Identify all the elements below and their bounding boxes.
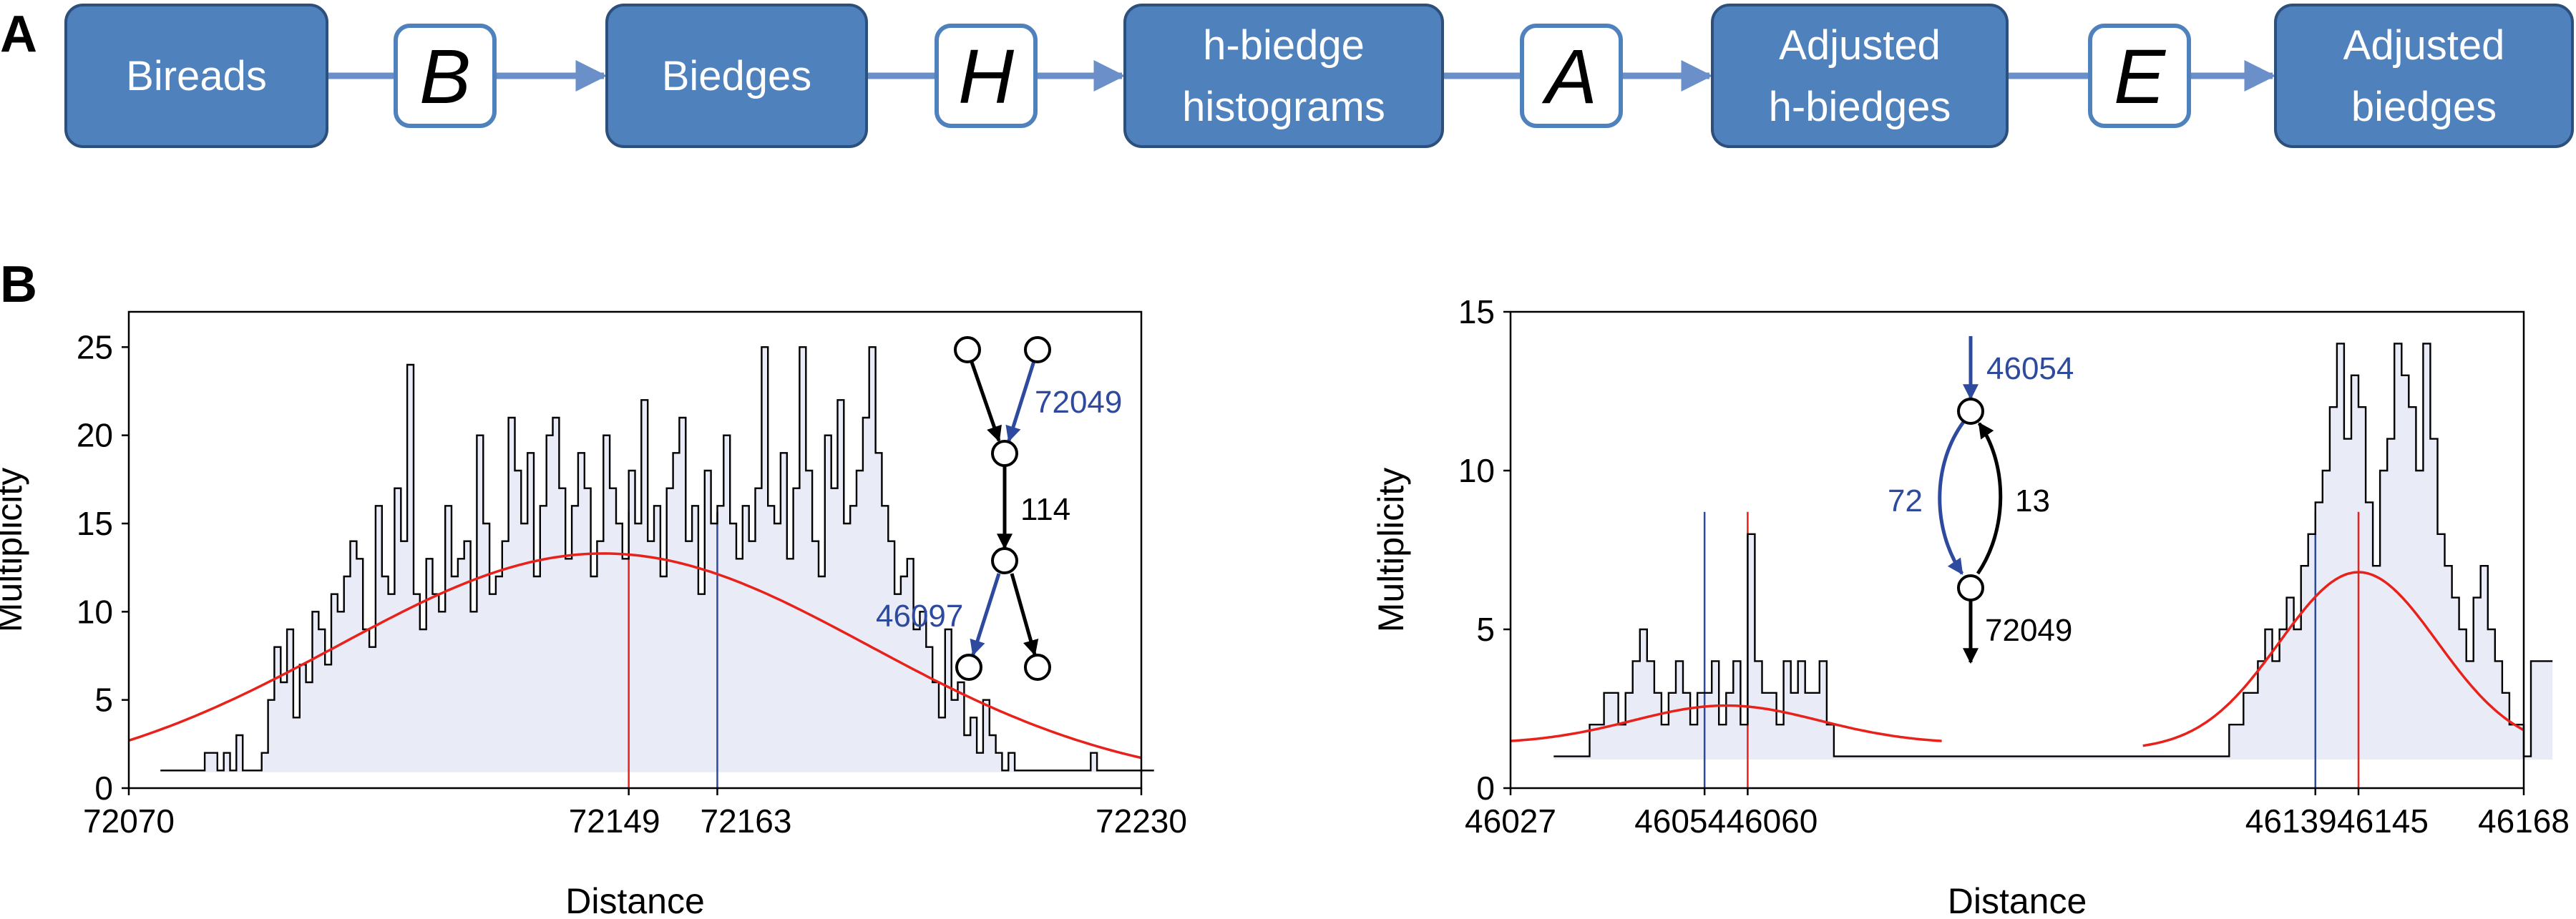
inset-node [1024, 654, 1051, 681]
inset-label-blue-left: 72 [1888, 483, 1923, 519]
inset-node [1957, 398, 1984, 425]
inset-label-right: 13 [2015, 483, 2050, 519]
pipeline-operator-label: A [1541, 33, 1597, 119]
x-tick-label: 46027 [1465, 802, 1556, 840]
x-tick-label: 72149 [569, 802, 660, 840]
histogram-bars [160, 346, 1154, 772]
y-tick-label: 15 [77, 505, 113, 542]
y-tick-label: 0 [1476, 770, 1495, 807]
inset-graph-right: 46054 72 13 72049 [1888, 336, 2074, 664]
inset-label-blue-top: 46054 [1986, 351, 2074, 386]
panel-label-a: A [0, 6, 37, 63]
y-tick-label: 25 [77, 328, 113, 365]
inset-edge-blue-top [1005, 349, 1040, 443]
inset-edge-blue-bottom [970, 573, 1001, 657]
x-tick-label: 46060 [1726, 802, 1818, 840]
inset-edge-black-arc [1976, 422, 2003, 575]
inset-graph-left: 72049 114 46097 [876, 336, 1122, 681]
inset-node [955, 654, 982, 681]
y-tick-label: 5 [94, 682, 113, 719]
pipeline-operator-box [2088, 24, 2191, 128]
pipeline-node-box [1711, 4, 2009, 148]
plot-frame [1509, 310, 2525, 790]
pipeline-node-label: h-biedge histograms [1182, 22, 1385, 130]
pipeline-operator-box [1520, 24, 1623, 128]
inset-label-blue-bottom: 46097 [876, 599, 963, 634]
pipeline-operator-label: H [958, 33, 1015, 119]
inset-node [991, 547, 1018, 574]
fit-curve [1510, 704, 1942, 742]
y-tick-label: 15 [1458, 293, 1495, 330]
y-tick-label: 5 [1476, 611, 1495, 648]
pipeline-operator-label: E [2114, 33, 2167, 119]
panel-label-b: B [0, 256, 37, 313]
x-axis-label: Distance [565, 881, 705, 919]
pipeline-node-label: Biedges [662, 53, 812, 99]
x-tick-label: 72163 [701, 802, 792, 840]
pipeline-node-box [605, 4, 868, 148]
inset-edge-black-top [965, 349, 1002, 443]
pipeline-node-box [64, 4, 328, 148]
inset-node [991, 440, 1018, 467]
pipeline-node-label: Adjusted h-biedges [1769, 22, 1951, 130]
fit-curve [2142, 571, 2524, 747]
inset-label-middle: 114 [1020, 492, 1070, 527]
inset-node [1024, 336, 1051, 363]
inset-label-blue-top: 72049 [1035, 385, 1122, 420]
y-tick-label: 10 [1458, 452, 1495, 489]
histogram-left: 0 5 10 15 20 25 72070 72149 72163 72230 Distance Mu… [0, 310, 1187, 919]
pipeline-node-box [2274, 4, 2574, 148]
histogram-fill [1553, 343, 2553, 760]
pipeline-node-label: Adjusted biedges [2343, 22, 2505, 130]
fit-curve [128, 552, 1142, 760]
plot-frame [127, 310, 1143, 790]
y-axis-label: Multiplicity [1371, 468, 1411, 633]
x-tick-label: 46168 [2478, 802, 2570, 840]
x-tick-label: 72070 [83, 802, 175, 840]
inset-node [954, 336, 981, 363]
y-tick-label: 10 [77, 593, 113, 630]
inset-label-bottom: 72049 [1985, 613, 2072, 648]
pipeline-operator-box [394, 24, 497, 128]
x-tick-label: 46054 [1634, 802, 1726, 840]
pipeline-operator-label: B [419, 33, 471, 119]
inset-edge-black-bottom [1010, 573, 1039, 657]
pipeline-operator-box [935, 24, 1038, 128]
pipeline-diagram: Bireads Biedges h-biedge histograms Adjusted… [64, 4, 2574, 148]
y-axis-label: Multiplicity [0, 468, 29, 633]
pipeline-node-box [1123, 4, 1444, 148]
inset-edge-blue-arc [1938, 421, 1966, 575]
inset-node [1957, 574, 1984, 601]
x-axis-label: Distance [1948, 881, 2087, 919]
x-tick-label: 46145 [2337, 802, 2429, 840]
histogram-bars [1553, 343, 2553, 757]
x-tick-label: 72230 [1096, 802, 1187, 840]
y-tick-label: 20 [77, 417, 113, 454]
y-tick-label: 0 [94, 770, 113, 807]
pipeline-node-label: Bireads [126, 53, 267, 99]
x-tick-label: 46139 [2245, 802, 2337, 840]
